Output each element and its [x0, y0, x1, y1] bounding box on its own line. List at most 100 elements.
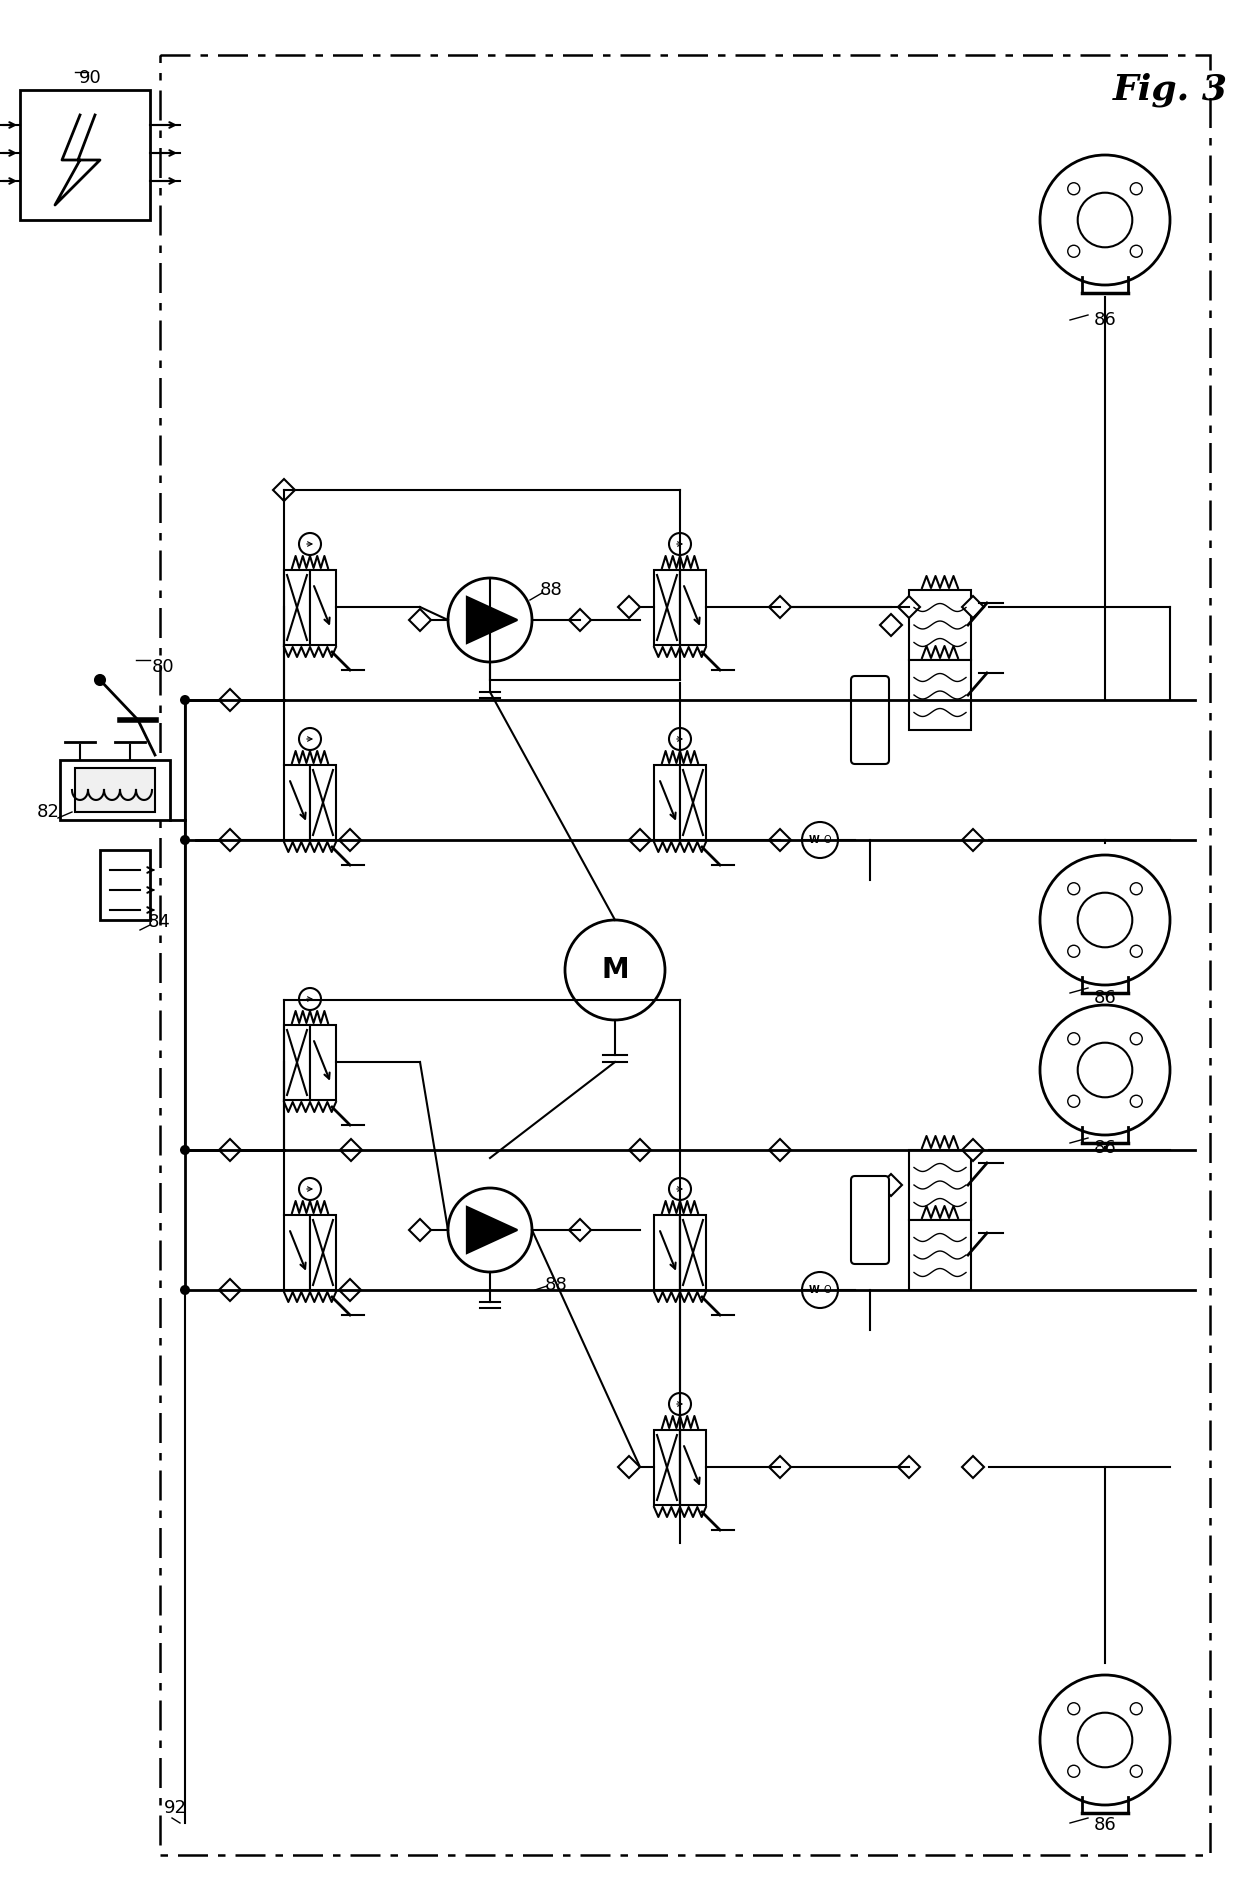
Polygon shape [962, 597, 985, 617]
Bar [284, 1214, 310, 1290]
Circle shape [1130, 244, 1142, 258]
Circle shape [299, 1178, 321, 1201]
Polygon shape [467, 1206, 517, 1254]
Polygon shape [339, 830, 361, 850]
Bar [284, 570, 310, 646]
Text: 86: 86 [1094, 311, 1116, 330]
Circle shape [1130, 1703, 1142, 1714]
Polygon shape [219, 1278, 241, 1301]
Circle shape [180, 835, 190, 845]
Circle shape [1068, 182, 1080, 195]
Circle shape [1040, 155, 1171, 284]
Polygon shape [898, 1456, 920, 1477]
Circle shape [1068, 244, 1080, 258]
Circle shape [1078, 892, 1132, 947]
Circle shape [802, 822, 838, 858]
Bar [653, 1214, 680, 1290]
Circle shape [802, 1273, 838, 1309]
Bar [680, 765, 706, 841]
Polygon shape [618, 1456, 640, 1477]
Circle shape [448, 578, 532, 663]
Bar [680, 570, 706, 646]
Circle shape [448, 1188, 532, 1273]
Bar [60, 759, 170, 820]
Polygon shape [880, 1174, 901, 1195]
Bar [310, 1025, 336, 1100]
Bar [20, 91, 150, 220]
Text: M: M [601, 956, 629, 985]
Text: Fig. 3: Fig. 3 [1112, 72, 1228, 108]
Text: 80: 80 [153, 657, 175, 676]
Bar [284, 765, 310, 841]
Bar [100, 850, 150, 920]
Bar [284, 1025, 310, 1100]
Circle shape [1130, 1032, 1142, 1045]
FancyBboxPatch shape [851, 676, 889, 763]
Bar [909, 659, 971, 729]
Polygon shape [629, 830, 651, 850]
Circle shape [565, 920, 665, 1021]
Text: 90: 90 [78, 68, 102, 87]
Circle shape [1040, 854, 1171, 985]
Circle shape [299, 989, 321, 1010]
Bar [160, 55, 1210, 1854]
Bar [909, 591, 971, 659]
Circle shape [1078, 1712, 1132, 1767]
Circle shape [1068, 1032, 1080, 1045]
Polygon shape [962, 830, 985, 850]
Bar [909, 1150, 971, 1220]
Circle shape [1130, 945, 1142, 956]
Circle shape [1130, 1765, 1142, 1777]
Polygon shape [340, 1138, 362, 1161]
Circle shape [1078, 193, 1132, 248]
Text: O: O [823, 1284, 831, 1295]
Bar [653, 570, 680, 646]
Polygon shape [769, 830, 791, 850]
Bar [310, 765, 336, 841]
Text: 86: 86 [1094, 989, 1116, 1008]
Polygon shape [569, 1220, 591, 1241]
Polygon shape [880, 614, 901, 636]
Polygon shape [409, 1220, 432, 1241]
Bar [310, 570, 336, 646]
Circle shape [1040, 1674, 1171, 1805]
Circle shape [1078, 1044, 1132, 1097]
Circle shape [95, 674, 105, 686]
Polygon shape [769, 1456, 791, 1477]
Circle shape [299, 532, 321, 555]
Polygon shape [962, 1138, 985, 1161]
Circle shape [180, 1146, 190, 1155]
Bar [909, 1220, 971, 1290]
Circle shape [1040, 1006, 1171, 1135]
Polygon shape [618, 597, 640, 617]
Polygon shape [339, 1278, 361, 1301]
Circle shape [670, 727, 691, 750]
Text: W: W [808, 835, 820, 845]
Polygon shape [219, 689, 241, 710]
Text: 86: 86 [1094, 1138, 1116, 1157]
Text: 88: 88 [546, 1277, 568, 1294]
Polygon shape [962, 1456, 985, 1477]
Circle shape [670, 532, 691, 555]
Text: O: O [823, 835, 831, 845]
Circle shape [1068, 883, 1080, 894]
Text: 86: 86 [1094, 1816, 1116, 1833]
Circle shape [1130, 883, 1142, 894]
Polygon shape [219, 1138, 241, 1161]
Polygon shape [769, 597, 791, 617]
Circle shape [1068, 1703, 1080, 1714]
Polygon shape [409, 610, 432, 631]
Bar [310, 1214, 336, 1290]
Text: 92: 92 [164, 1799, 186, 1816]
Circle shape [299, 727, 321, 750]
Circle shape [1130, 182, 1142, 195]
Circle shape [1068, 1765, 1080, 1777]
Bar [680, 1430, 706, 1506]
Circle shape [670, 1178, 691, 1201]
Bar [653, 765, 680, 841]
FancyBboxPatch shape [851, 1176, 889, 1263]
Polygon shape [769, 1138, 791, 1161]
Polygon shape [898, 597, 920, 617]
Circle shape [670, 1392, 691, 1415]
Bar [74, 767, 155, 813]
